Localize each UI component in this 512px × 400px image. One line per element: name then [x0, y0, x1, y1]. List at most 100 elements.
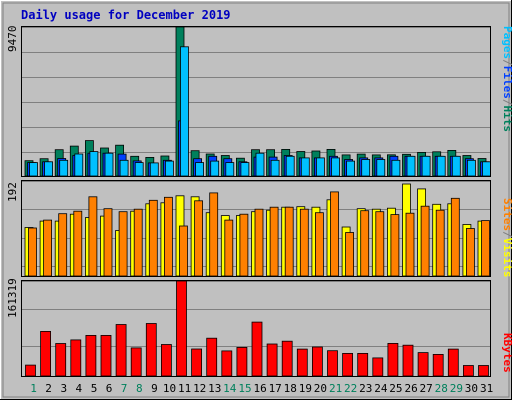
day-label-14: 14 — [223, 382, 237, 395]
sites-bar-day-7 — [118, 211, 128, 277]
pages-bar-day-17 — [270, 159, 280, 177]
pages-bar-day-1 — [29, 162, 38, 177]
sites-bar-day-18 — [284, 206, 294, 277]
day-label-2: 2 — [45, 382, 52, 395]
kbytes-frame — [21, 280, 491, 377]
day-label-17: 17 — [269, 382, 282, 395]
legend-2-part-0: KBytes — [501, 333, 512, 373]
sites-bar-day-17 — [269, 206, 279, 277]
sites-bar-day-5 — [88, 196, 98, 277]
day-label-12: 12 — [193, 382, 206, 395]
day-label-28: 28 — [435, 382, 448, 395]
kbytes-bar-day-24 — [372, 357, 384, 377]
kbytes-bar-day-7 — [115, 324, 127, 377]
kbytes-bar-day-4 — [70, 339, 82, 377]
day-label-25: 25 — [389, 382, 402, 395]
day-label-5: 5 — [91, 382, 98, 395]
pages-bar-day-10 — [164, 160, 174, 177]
hits-files-pages-legend: Pages/Files/Hits — [501, 26, 512, 132]
kbytes-bar-day-29 — [447, 348, 459, 377]
kbytes-ymax-label: 161319 — [6, 278, 19, 318]
pages-bar-day-26 — [406, 155, 416, 177]
kbytes-bar-day-26 — [402, 344, 414, 377]
day-label-11: 11 — [178, 382, 191, 395]
day-label-9: 9 — [151, 382, 158, 395]
day-label-16: 16 — [253, 382, 266, 395]
day-label-3: 3 — [60, 382, 67, 395]
sites-bar-day-19 — [299, 208, 309, 277]
kbytes-bar-day-6 — [100, 334, 112, 377]
kbytes-bar-day-17 — [266, 343, 278, 377]
sites-bar-day-23 — [360, 210, 370, 277]
sites-bar-day-27 — [420, 205, 430, 277]
kbytes-bar-day-30 — [462, 365, 474, 377]
day-label-19: 19 — [299, 382, 312, 395]
sites-bar-day-10 — [163, 196, 173, 277]
sites-bar-day-30 — [465, 228, 475, 277]
pages-bar-day-12 — [195, 162, 205, 177]
kbytes-bar-day-14 — [221, 350, 233, 377]
sites-bar-day-20 — [314, 212, 324, 277]
legend-1-part-2: Visits — [501, 238, 512, 278]
day-label-22: 22 — [344, 382, 357, 395]
kbytes-bar-day-3 — [55, 343, 67, 377]
day-label-31: 31 — [480, 382, 493, 395]
pages-bar-day-18 — [285, 155, 295, 177]
day-label-6: 6 — [106, 382, 113, 395]
sites-bar-day-11 — [179, 225, 188, 277]
sites-bar-day-6 — [103, 208, 113, 277]
sites-visits-legend: Sites/Visits — [501, 198, 512, 278]
sites-bar-day-29 — [450, 197, 460, 277]
pages-bar-day-9 — [149, 162, 159, 177]
legend-0-part-2: Files — [501, 66, 512, 99]
kbytes-bar-day-23 — [357, 352, 369, 377]
day-axis: 1 2 3 4 5 6 7 8 9 10 11 12 13 14 15 16 17 18 19 20 21 22 23 24 2… — [30, 382, 493, 395]
kbytes-bar-day-10 — [160, 344, 172, 377]
pages-bar-day-22 — [346, 160, 356, 177]
day-label-4: 4 — [75, 382, 82, 395]
day-label-23: 23 — [359, 382, 372, 395]
pages-bar-day-5 — [89, 151, 99, 177]
kbytes-bar-day-28 — [432, 353, 444, 377]
pages-bar-day-19 — [300, 157, 310, 177]
pages-bar-day-7 — [119, 159, 129, 177]
day-label-18: 18 — [284, 382, 297, 395]
bars — [24, 26, 491, 377]
hits-files-pages-frame — [21, 26, 491, 177]
legend-0-part-4: Hits — [501, 106, 512, 133]
day-label-30: 30 — [465, 382, 478, 395]
kbytes-bar-day-15 — [236, 346, 248, 377]
kbytes-bar-day-11 — [176, 280, 187, 377]
legend-0-part-1: / — [501, 59, 512, 66]
pages-bar-day-24 — [376, 159, 386, 177]
pages-bar-day-16 — [255, 152, 265, 177]
day-label-24: 24 — [374, 382, 388, 395]
kbytes-bar-day-8 — [130, 347, 142, 377]
pages-bar-day-4 — [74, 153, 84, 177]
kbytes-bar-day-20 — [311, 346, 323, 377]
day-label-10: 10 — [163, 382, 176, 395]
pages-bar-day-6 — [104, 152, 114, 177]
pages-bar-day-23 — [361, 159, 371, 177]
sites-bar-day-24 — [375, 211, 385, 277]
pages-bar-day-13 — [210, 160, 220, 177]
sites-bar-day-3 — [58, 213, 68, 277]
pages-bar-day-29 — [451, 155, 461, 177]
pages-bar-day-20 — [315, 157, 325, 177]
pages-bar-day-11 — [180, 46, 189, 177]
day-label-27: 27 — [419, 382, 432, 395]
sites-bar-day-12 — [194, 200, 204, 277]
chart-title: Daily usage for December 2019 — [21, 8, 231, 22]
kbytes-bar-day-27 — [417, 352, 429, 377]
kbytes-bar-day-1 — [25, 364, 36, 377]
sites-bar-day-31 — [481, 220, 490, 277]
kbytes-bar-day-2 — [40, 330, 51, 377]
pages-bar-day-25 — [391, 159, 401, 177]
legend-1-part-1: / — [501, 231, 512, 238]
day-label-21: 21 — [329, 382, 342, 395]
sites-bar-day-13 — [209, 192, 219, 277]
kbytes-bar-day-13 — [206, 337, 218, 377]
kbytes-bar-day-16 — [251, 321, 263, 377]
